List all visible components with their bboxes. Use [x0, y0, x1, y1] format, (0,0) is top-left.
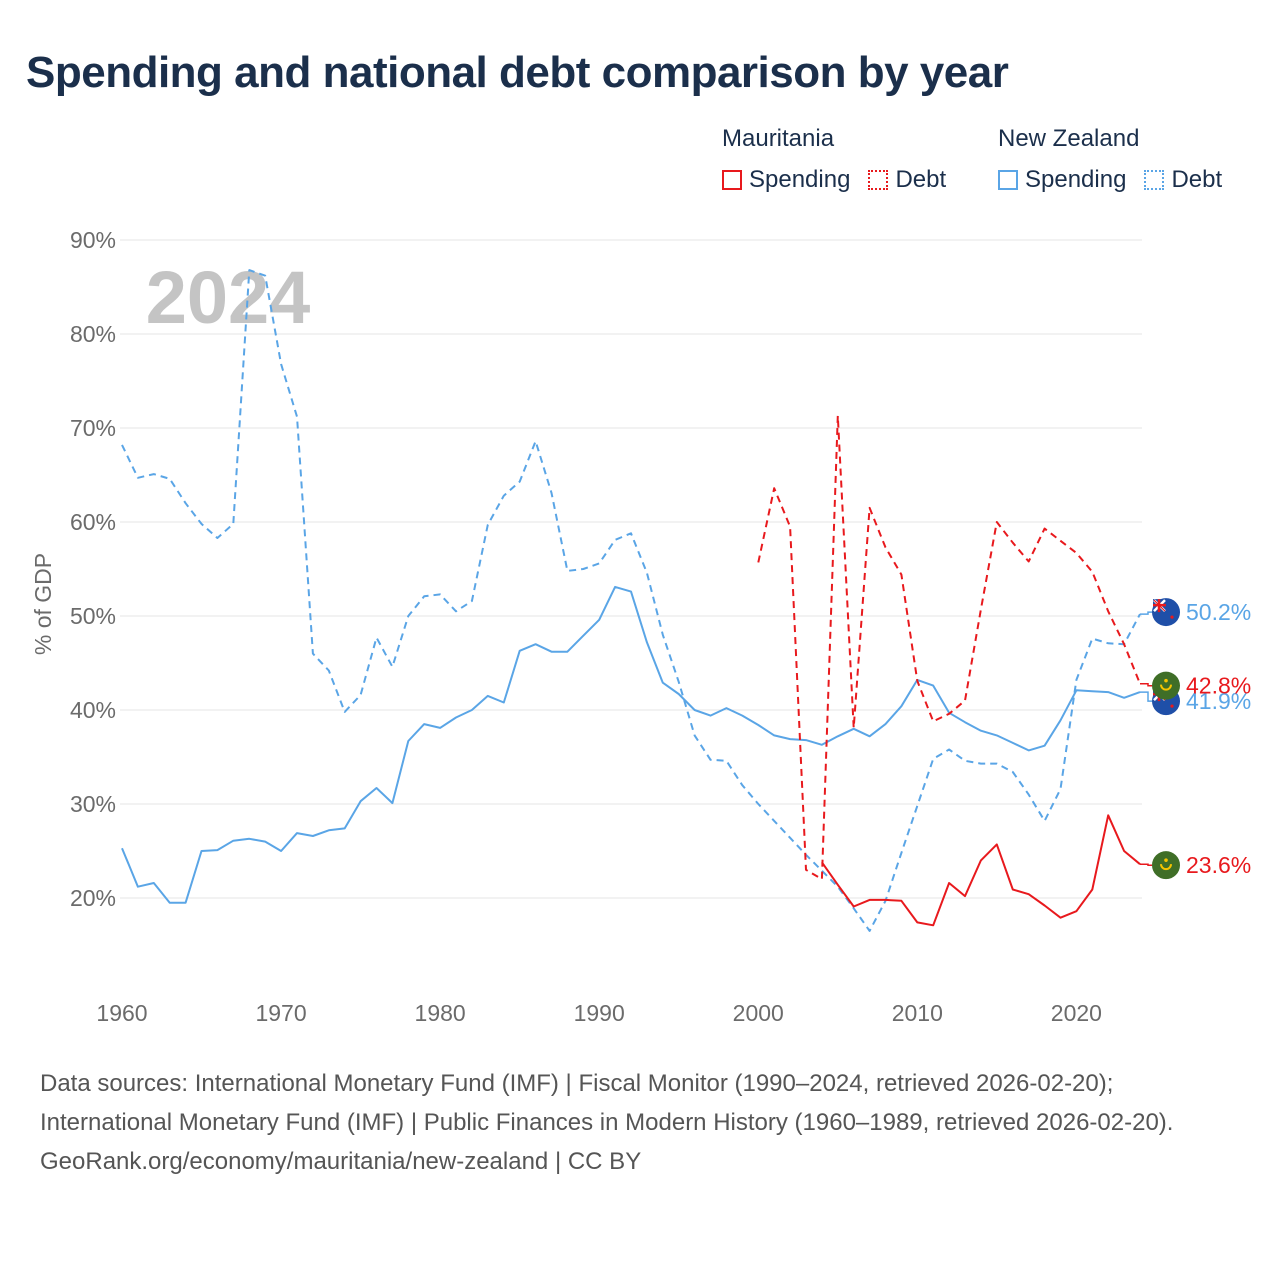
x-tick-label: 1960 [96, 1000, 147, 1026]
star-icon [1164, 858, 1168, 862]
legend-group-new-zealand: New Zealand Spending Debt [998, 122, 1240, 202]
end-value-label: 50.2% [1186, 599, 1251, 625]
mauritania-flag-icon [1152, 671, 1180, 700]
southern-cross-star-icon [1170, 615, 1174, 619]
legend-country-name: New Zealand [998, 125, 1140, 152]
legend-country-name: Mauritania [722, 125, 835, 152]
y-tick-label: 90% [70, 227, 116, 253]
y-tick-label: 60% [70, 509, 116, 535]
end-connector [1140, 863, 1152, 866]
data-series [121, 269, 1141, 932]
solid-line-swatch-icon [998, 170, 1018, 190]
legend-item-label: Debt [1171, 166, 1223, 193]
y-axis-tick-labels: 20% 30% 40% 50% 60% 70% 80% 90% [70, 227, 116, 911]
southern-cross-star-icon [1170, 704, 1174, 708]
x-tick-label: 1980 [415, 1000, 466, 1026]
credit-link[interactable]: GeoRank.org/economy/mauritania/new-zeala… [40, 1148, 642, 1175]
mauritania-flag-icon [1152, 851, 1180, 880]
footer: Data sources: International Monetary Fun… [40, 1064, 1240, 1181]
crescent-icon [1160, 864, 1172, 871]
end-value-label: 41.9% [1186, 688, 1251, 714]
x-tick-label: 1970 [255, 1000, 306, 1026]
data-sources-text: Data sources: International Monetary Fun… [40, 1070, 1174, 1136]
end-labels: 50.2% 41.9%42.8% 23.6% [1140, 598, 1251, 880]
end-connector [1140, 682, 1152, 687]
series-line-new-zealand-debt [121, 269, 1141, 932]
y-axis-title: % of GDP [30, 553, 56, 655]
series-line-new-zealand-spending [121, 585, 1141, 904]
end-value-label: 23.6% [1186, 852, 1251, 878]
chart-title: Spending and national debt comparison by… [26, 48, 1009, 97]
x-tick-label: 2020 [1051, 1000, 1102, 1026]
x-tick-label: 2000 [733, 1000, 784, 1026]
dotted-line-swatch-icon [868, 170, 889, 190]
legend-item-mauritania-debt[interactable]: Debt [868, 166, 946, 194]
legend-item-label: Debt [895, 166, 947, 193]
crescent-icon [1160, 684, 1172, 691]
legend-item-label: Spending [749, 166, 851, 193]
legend-group-mauritania: Mauritania Spending Debt [722, 122, 964, 202]
year-watermark: 2024 [146, 256, 311, 339]
x-tick-label: 2010 [892, 1000, 943, 1026]
legend-item-mauritania-spending[interactable]: Spending [722, 166, 850, 194]
legend-item-new-zealand-spending[interactable]: Spending [998, 166, 1126, 194]
end-connector [1140, 691, 1152, 702]
legend-item-label: Spending [1025, 166, 1127, 193]
y-tick-label: 80% [70, 321, 116, 347]
end-connector [1140, 611, 1152, 615]
gridlines [120, 239, 1142, 899]
series-line-mauritania-spending [821, 814, 1141, 927]
series-line-mauritania-debt [757, 414, 1141, 881]
dotted-line-swatch-icon [1144, 170, 1165, 190]
y-tick-label: 30% [70, 791, 116, 817]
x-axis-tick-labels: 1960 1970 1980 1990 2000 2010 2020 [96, 1000, 1102, 1026]
solid-line-swatch-icon [722, 170, 742, 190]
x-tick-label: 1990 [574, 1000, 625, 1026]
end-value-label: 42.8% [1186, 673, 1251, 699]
y-tick-label: 50% [70, 603, 116, 629]
y-tick-label: 20% [70, 885, 116, 911]
legend-item-new-zealand-debt[interactable]: Debt [1144, 166, 1222, 194]
star-icon [1164, 678, 1168, 683]
cross-icon [1153, 599, 1166, 613]
y-tick-label: 40% [70, 697, 116, 723]
y-tick-label: 70% [70, 415, 116, 441]
